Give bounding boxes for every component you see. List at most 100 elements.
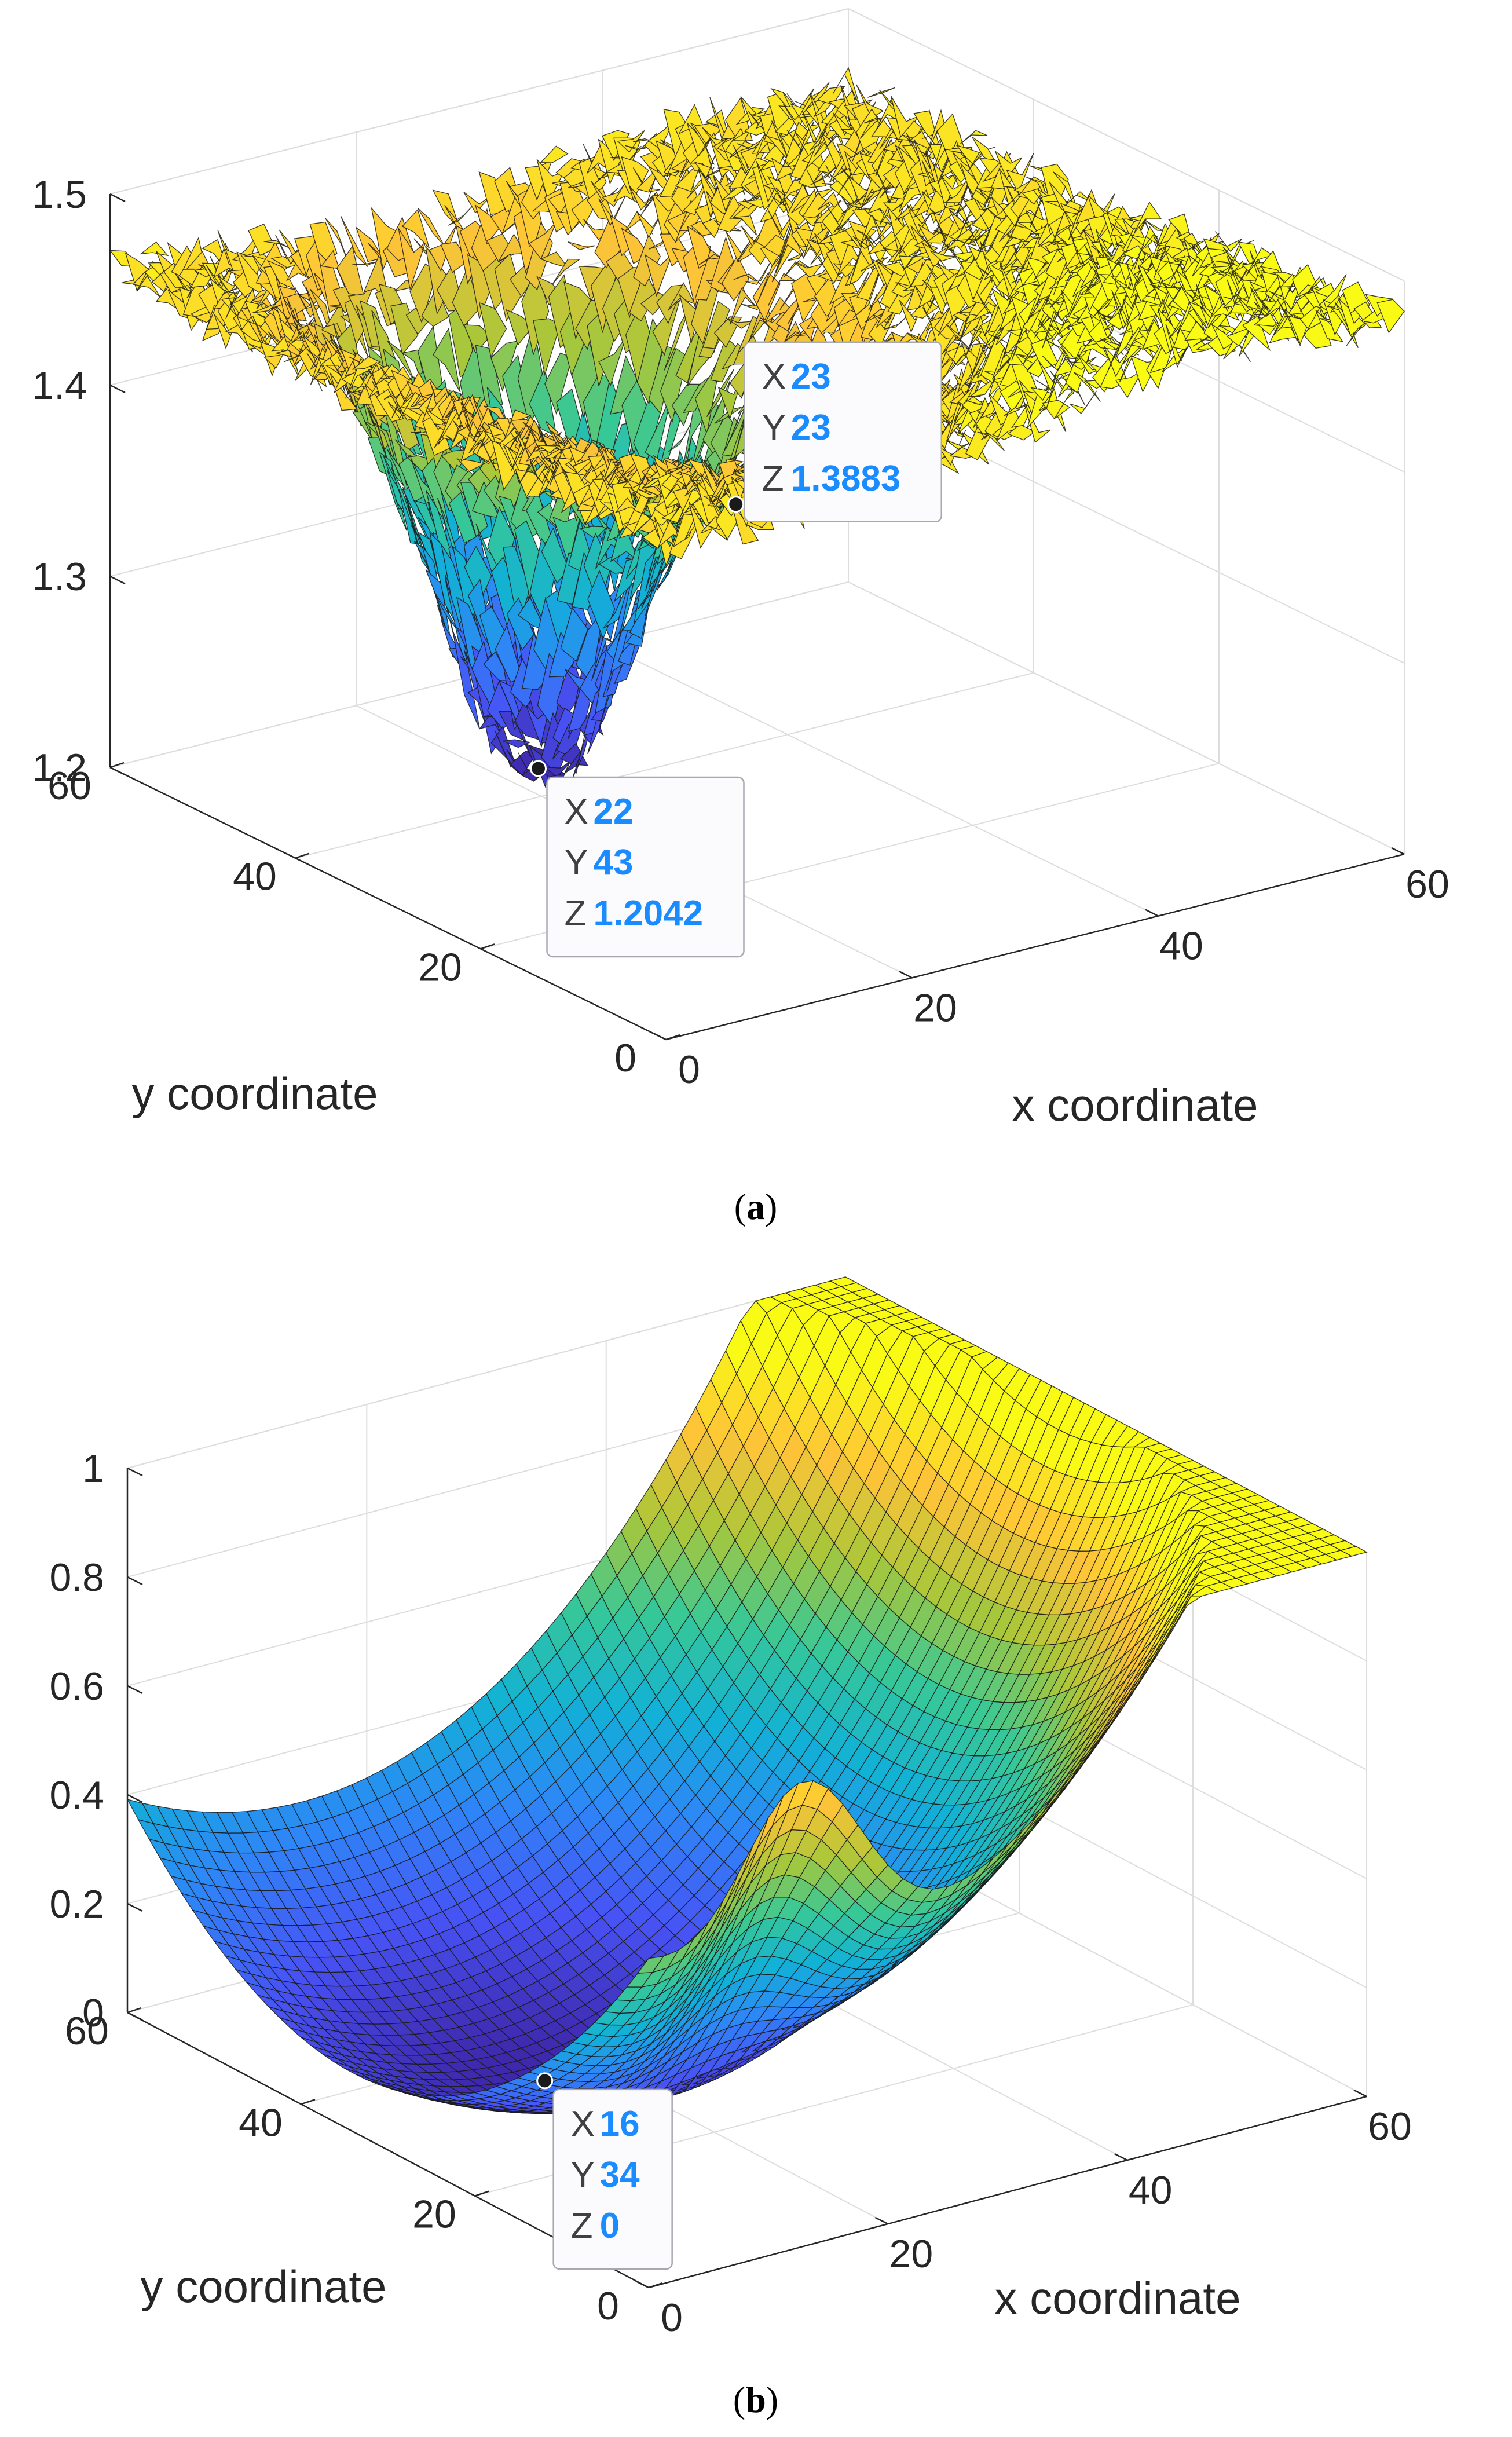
datatip-marker[interactable] bbox=[530, 760, 547, 777]
surface-cell bbox=[1046, 339, 1074, 367]
y-tick-label: 20 bbox=[412, 2193, 456, 2237]
y-tick-label: 60 bbox=[47, 764, 91, 808]
surface-cell bbox=[529, 222, 557, 260]
y-tick bbox=[295, 852, 310, 859]
surface-cell bbox=[918, 224, 946, 247]
surface-cell bbox=[729, 287, 757, 325]
datatip-value: 16 bbox=[600, 2104, 640, 2144]
datatip-value: 34 bbox=[600, 2155, 640, 2195]
y-tick-label: 60 bbox=[65, 2009, 109, 2053]
surface-cell bbox=[1246, 247, 1274, 276]
datatip-box bbox=[546, 776, 745, 958]
surface-cell bbox=[1304, 306, 1332, 349]
datatip-marker[interactable] bbox=[536, 2072, 554, 2090]
datatip-key: X bbox=[565, 792, 588, 832]
surface-cell bbox=[252, 301, 280, 313]
x-axis-line bbox=[648, 2095, 1367, 2289]
chart-panel-a: 1.2 1.3 1.4 1.5 0 20 40 60 0 20 40 60 x coordinate y … bbox=[32, 8, 1449, 1227]
y-axis-label: y coordinate bbox=[132, 1068, 378, 1119]
surface-cell bbox=[668, 414, 696, 452]
datatip[interactable]: X 23Y 23Z 1.3883 bbox=[727, 341, 942, 523]
surface-cell bbox=[340, 215, 368, 267]
surface-cell bbox=[471, 481, 500, 518]
surface-cell bbox=[474, 204, 503, 245]
surface-cell bbox=[929, 250, 957, 262]
surface-cell bbox=[560, 607, 588, 662]
y-tick bbox=[665, 1034, 680, 1041]
surface-cell bbox=[330, 372, 358, 411]
surface-cell bbox=[501, 739, 532, 748]
y-axis-label: y coordinate bbox=[141, 2261, 387, 2312]
datatip[interactable]: X 22Y 43Z 1.2042 bbox=[530, 760, 745, 958]
surface-cell bbox=[409, 263, 438, 324]
y-tick-label: 0 bbox=[614, 1036, 636, 1080]
surface-cell bbox=[644, 254, 672, 297]
surface-cell bbox=[1073, 371, 1101, 402]
grid-line bbox=[848, 581, 1405, 855]
datatip-value: 1.3883 bbox=[791, 459, 901, 499]
x-axis-label: x coordinate bbox=[1012, 1080, 1258, 1130]
surface-cell bbox=[498, 233, 526, 262]
x-tick bbox=[1145, 909, 1159, 917]
surface-cell bbox=[598, 336, 627, 387]
figure-caption: (b) bbox=[733, 2379, 778, 2420]
surface-cell bbox=[495, 624, 523, 683]
datatip-value: 0 bbox=[600, 2206, 620, 2246]
z-tick-label: 1.5 bbox=[32, 173, 87, 217]
datatip-marker[interactable] bbox=[727, 496, 745, 513]
surface-cell bbox=[802, 192, 830, 219]
surface-cell bbox=[398, 228, 427, 291]
surface-cell bbox=[448, 203, 476, 226]
surface-cell bbox=[417, 207, 445, 247]
surface-cell bbox=[917, 132, 946, 160]
surface-cell bbox=[1023, 401, 1051, 443]
surface-cell bbox=[456, 458, 486, 472]
z-tick-label: 1.3 bbox=[32, 555, 87, 599]
surface-cell bbox=[1007, 424, 1036, 441]
surface-cell bbox=[1133, 201, 1162, 234]
surface-cell bbox=[856, 108, 884, 162]
z-tick bbox=[127, 1794, 143, 1803]
z-tick-label: 0 bbox=[82, 1991, 104, 2035]
surface-cell bbox=[841, 272, 869, 311]
surface-cell bbox=[270, 256, 300, 268]
surface-cell bbox=[726, 317, 753, 329]
z-tick-label: 1.4 bbox=[32, 364, 87, 408]
datatip-key: Z bbox=[762, 459, 784, 499]
x-tick bbox=[1353, 2089, 1367, 2098]
x-tick bbox=[1391, 847, 1405, 855]
surface-cell bbox=[552, 258, 581, 285]
grid-line bbox=[109, 8, 849, 195]
surface-cell bbox=[544, 759, 573, 778]
surface-cell bbox=[621, 156, 649, 201]
z-tick bbox=[109, 193, 126, 203]
grid-line bbox=[848, 8, 1405, 281]
x-tick bbox=[874, 2216, 888, 2225]
surface-cell bbox=[1064, 191, 1092, 206]
z-tick bbox=[127, 2011, 143, 2021]
datatip-value: 22 bbox=[594, 792, 634, 832]
grid-line bbox=[127, 1276, 846, 1469]
surface-cell bbox=[267, 259, 296, 290]
z-tick-label: 0.4 bbox=[49, 1773, 104, 1817]
surface-cell bbox=[724, 97, 753, 141]
datatip[interactable]: X 16Y 34Z 0 bbox=[536, 2072, 673, 2270]
datatip-key: Y bbox=[762, 408, 786, 448]
grid-line bbox=[602, 643, 1159, 917]
y-tick bbox=[127, 2007, 142, 2014]
surface-cell bbox=[433, 327, 461, 393]
surface-cell bbox=[132, 271, 161, 298]
y-tick-label: 0 bbox=[597, 2284, 619, 2328]
surface-cell bbox=[540, 145, 569, 163]
x-axis-label: x coordinate bbox=[995, 2273, 1241, 2323]
x-tick-label: 0 bbox=[661, 2296, 683, 2340]
datatip-value: 23 bbox=[791, 357, 831, 397]
surface-cell bbox=[690, 147, 719, 194]
datatip-key: Y bbox=[565, 843, 588, 883]
surface-cell bbox=[713, 316, 742, 348]
x-tick-label: 60 bbox=[1405, 862, 1449, 906]
surface-cell bbox=[783, 260, 811, 277]
x-tick bbox=[635, 2280, 649, 2289]
surface-cell bbox=[463, 324, 492, 354]
